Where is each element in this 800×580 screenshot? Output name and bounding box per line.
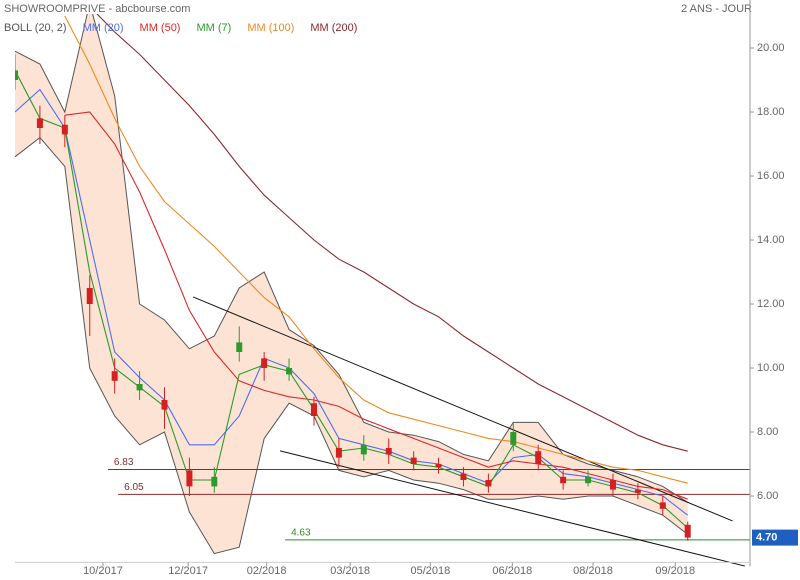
x-tick-label: 12/2017 [168,565,208,577]
candle-body [161,400,168,410]
level-label: 6.83 [114,457,134,468]
candle-body [360,444,367,455]
y-tick-label: 14.00 [757,234,785,246]
x-tick-label: 05/2018 [410,565,450,577]
candle-body [261,358,268,368]
level-label: 6.05 [124,482,144,493]
candle-body [15,70,18,80]
y-tick-label: 8.00 [757,426,778,438]
candle-body [634,489,641,493]
candle-body [560,476,567,484]
x-tick-label: 02/2018 [247,565,287,577]
y-tick-label: 6.00 [757,490,778,502]
trendline [192,296,733,522]
x-tick-label: 08/2018 [573,565,613,577]
price-tag-label: 4.70 [756,532,777,544]
candle-body [111,371,118,381]
legend-entry: BOLL (20, 2) [4,22,67,34]
candle-body [211,476,218,487]
candle-body [236,342,243,352]
bollinger-upper [15,14,688,503]
price-tag [752,529,798,546]
chart-title: SHOWROOMPRIVE - abcbourse.com [4,3,190,15]
candle-body [186,470,193,487]
bollinger-fill [15,14,688,554]
candle-body [510,432,517,445]
candle-body [410,457,417,464]
y-tick-label: 12.00 [757,298,785,310]
candle-body [61,124,68,135]
y-tick-label: 10.00 [757,362,785,374]
candle-body [36,118,43,128]
legend-entry: MM (100) [247,22,294,34]
level-label: 4.63 [291,527,311,538]
candle-body [136,384,143,391]
candle-body [335,448,342,458]
y-tick-label: 18.00 [757,106,785,118]
candle-body [86,288,93,304]
candle-body [659,502,666,509]
moving-average [64,15,688,484]
candle-body [535,451,542,464]
candle-body [485,480,492,487]
x-tick-label: 09/2018 [655,565,695,577]
legend-entry: MM (200) [310,22,357,34]
candle-body [609,480,616,490]
x-tick-label: 03/2018 [330,565,370,577]
y-tick-label: 16.00 [757,170,785,182]
candle-body [460,473,467,480]
moving-average [15,70,689,529]
moving-average [64,111,688,500]
candle-body [385,448,392,455]
candle-body [585,476,592,484]
legend-entry: MM (7) [196,22,231,34]
trendline [279,450,746,567]
y-tick-label: 20.00 [757,42,785,54]
moving-average [15,88,689,516]
x-tick-label: 10/2017 [83,565,123,577]
x-tick-label: 06/2018 [492,565,532,577]
candle-body [286,368,293,375]
moving-average [96,14,688,452]
legend-entry: MM (20) [83,22,124,34]
candle-body [684,524,691,538]
legend-entry: MM (50) [140,22,181,34]
candle-body [435,464,442,468]
bollinger-lower [15,136,689,555]
candle-body [310,403,317,416]
plot [15,14,750,567]
chart-subtitle: 2 ANS - JOUR [681,3,752,15]
